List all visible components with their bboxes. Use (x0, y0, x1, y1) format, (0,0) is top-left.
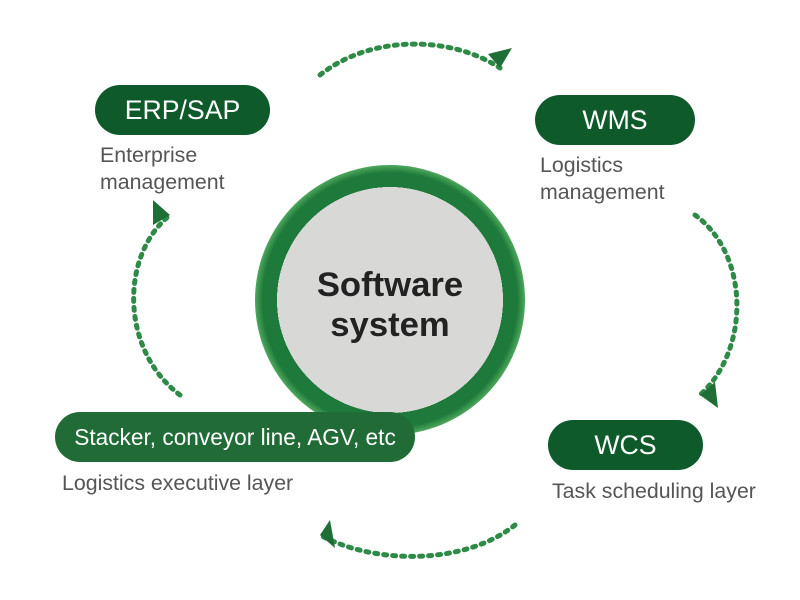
node-wms-subtitle: Logistics management (540, 152, 665, 205)
node-exec-subtitle: Logistics executive layer (62, 470, 293, 497)
center-label-line1: Software (317, 266, 463, 304)
node-wcs-subtitle: Task scheduling layer (552, 478, 756, 505)
arrow-top (300, 20, 520, 110)
node-wms: WMS (535, 95, 695, 145)
node-exec-title: Stacker, conveyor line, AGV, etc (74, 424, 396, 451)
diagram-stage: Software system ERP/SAP Enterprise manag… (0, 0, 800, 600)
arrow-left (105, 200, 225, 410)
node-erp-subtitle: Enterprise management (100, 142, 225, 195)
node-exec: Stacker, conveyor line, AGV, etc (55, 412, 415, 462)
node-wcs: WCS (548, 420, 703, 470)
node-erp-title: ERP/SAP (125, 95, 241, 126)
center-label-line2: system (330, 306, 449, 344)
center-label: Software system (280, 266, 500, 346)
arrow-bottom (290, 490, 530, 580)
node-wms-title: WMS (582, 105, 647, 136)
node-wcs-title: WCS (594, 430, 656, 461)
node-erp: ERP/SAP (95, 85, 270, 135)
arrow-right (660, 200, 780, 410)
